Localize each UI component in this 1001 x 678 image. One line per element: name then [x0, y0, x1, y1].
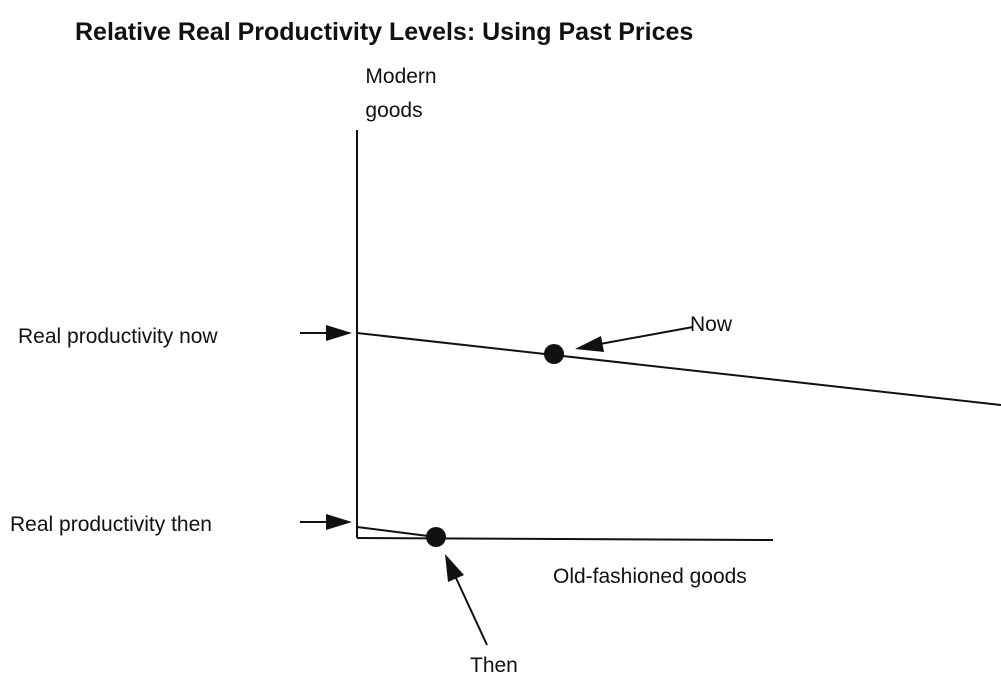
now-level-label: Real productivity now — [18, 325, 218, 348]
then-point — [426, 527, 446, 547]
now-line — [356, 332, 1001, 406]
arrow — [599, 326, 694, 345]
arrowhead — [445, 554, 464, 582]
arrowhead — [575, 336, 604, 352]
then-point-label: Then — [470, 654, 518, 677]
now-point — [544, 344, 564, 364]
x-axis — [356, 537, 774, 541]
then-level-label: Real productivity then — [10, 513, 212, 536]
y-axis-label: Modern — [365, 65, 436, 88]
then-line — [356, 526, 437, 538]
title: Relative Real Productivity Levels: Using… — [75, 18, 693, 46]
arrowhead — [326, 325, 352, 341]
y-axis-label: goods — [365, 99, 422, 122]
now-point-label: Now — [690, 313, 733, 336]
x-axis-label: Old-fashioned goods — [553, 565, 747, 588]
arrowhead — [326, 514, 352, 530]
arrow — [455, 577, 488, 646]
